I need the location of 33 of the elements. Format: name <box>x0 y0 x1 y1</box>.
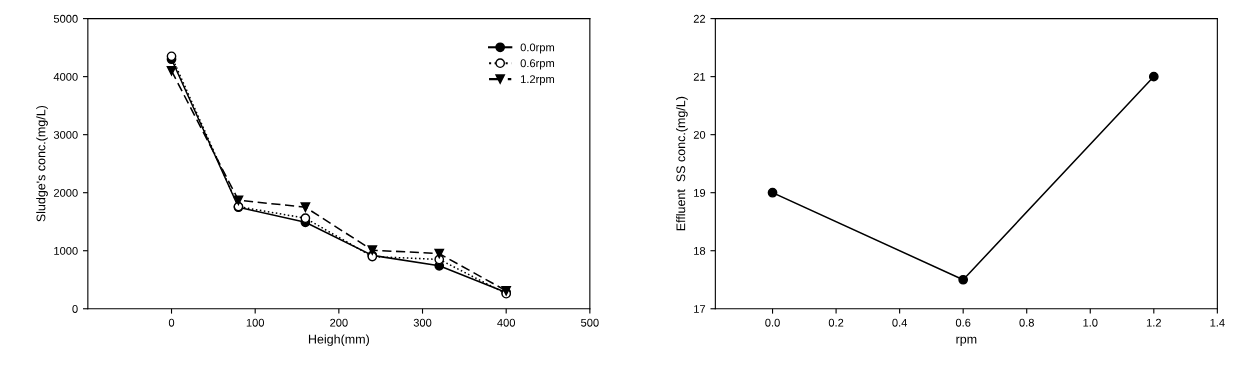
x-tick-label: 0.6 <box>955 318 971 327</box>
legend-label: 0.0rpm <box>520 43 555 54</box>
x-tick-label: 0.0 <box>765 318 780 327</box>
y-tick-label: 21 <box>693 72 706 81</box>
x-tick-label: 0.8 <box>1019 318 1034 327</box>
x-axis-title: Heigh(mm) <box>308 334 369 347</box>
x-tick-label: 0.4 <box>892 318 908 327</box>
x-tick-label: 1.0 <box>1083 318 1098 327</box>
x-tick-label: 100 <box>246 318 265 327</box>
x-tick-label: 400 <box>497 318 516 327</box>
y-axis-title: Sludge's conc.(mg/L) <box>36 105 48 222</box>
x-tick-label: 200 <box>330 318 348 327</box>
y-tick-label: 19 <box>694 188 706 197</box>
y-tick-label: 2000 <box>53 188 78 197</box>
legend-label: 1.2rpm <box>521 75 555 86</box>
x-tick-label: 500 <box>581 318 599 327</box>
y-tick-label: 1000 <box>54 247 78 255</box>
y-tick-label: 18 <box>694 247 706 255</box>
x-tick-label: 300 <box>413 318 432 327</box>
x-tick-label: 1.2 <box>1146 318 1161 327</box>
y-tick-label: 3000 <box>53 130 78 139</box>
x-tick-label: 0 <box>168 318 175 327</box>
y-tick-label: 22 <box>693 14 706 23</box>
y-tick-label: 17 <box>694 305 706 313</box>
legend-label: 0.6rpm <box>520 59 555 70</box>
y-tick-label: 5000 <box>53 14 78 23</box>
y-axis-title: Effluent SS conc.(mg/L) <box>676 96 688 231</box>
x-tick-label: 0.2 <box>828 318 844 327</box>
y-tick-label: 0 <box>72 305 78 313</box>
x-axis-title: rpm <box>956 336 977 347</box>
x-tick-label: 1.4 <box>1210 318 1225 327</box>
y-tick-label: 4000 <box>53 72 78 81</box>
y-tick-label: 20 <box>693 130 706 139</box>
